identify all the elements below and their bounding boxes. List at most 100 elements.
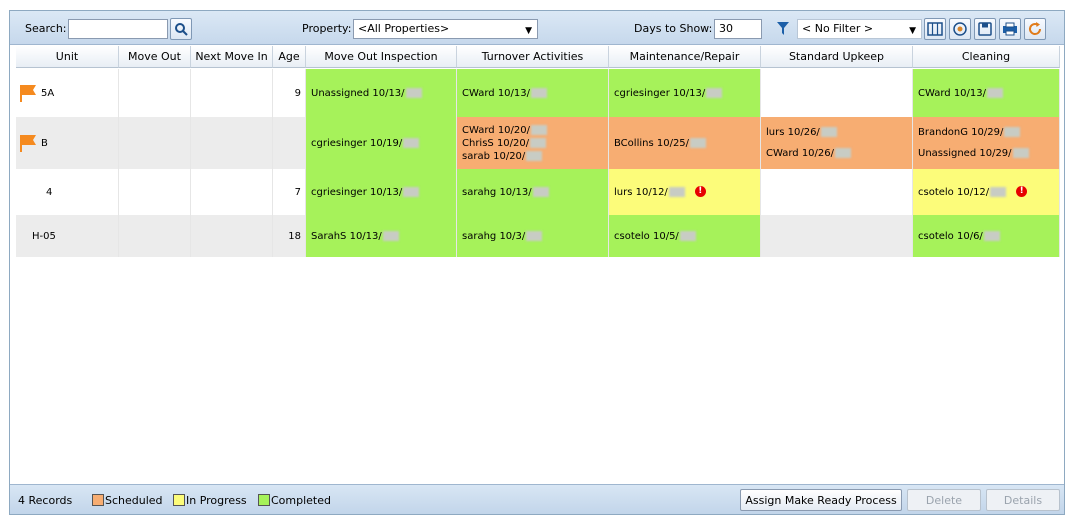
task-cell-inspection[interactable]: SarahS 10/13/ <box>306 215 457 257</box>
days-input[interactable]: 30 <box>714 19 762 39</box>
task-cell-upkeep[interactable] <box>761 169 913 215</box>
print-icon <box>1003 22 1017 36</box>
cell-unit[interactable]: 5A <box>16 69 119 117</box>
task-cell-turnover[interactable]: sarahg 10/3/ <box>457 215 609 257</box>
cell-move-out[interactable] <box>119 215 191 257</box>
details-button[interactable]: Details <box>986 489 1060 511</box>
age-value: 7 <box>294 186 301 198</box>
task-cell-maintenance[interactable]: cgriesinger 10/13/ <box>609 69 761 117</box>
filter-button[interactable] <box>772 18 794 40</box>
cell-move-out[interactable] <box>119 69 191 117</box>
settings-button[interactable] <box>949 18 971 40</box>
chevron-down-icon: ▼ <box>909 26 916 36</box>
task-cell-inspection[interactable]: cgriesinger 10/19/ <box>306 117 457 169</box>
task-cell-turnover[interactable]: sarahg 10/13/ <box>457 169 609 215</box>
filter-value: < No Filter > <box>802 22 874 35</box>
cell-age[interactable]: 18 <box>273 215 306 257</box>
save-button[interactable] <box>974 18 996 40</box>
search-icon <box>175 23 188 36</box>
column-header-move-out-inspection[interactable]: Move Out Inspection <box>306 46 457 68</box>
search-label: Search: <box>25 22 67 35</box>
task-cell-cleaning[interactable]: BrandonG 10/29/Unassigned 10/29/ <box>913 117 1060 169</box>
filter-dropdown[interactable]: < No Filter > ▼ <box>797 19 922 39</box>
task-cell-inspection[interactable]: cgriesinger 10/13/ <box>306 169 457 215</box>
redacted-year <box>668 186 685 197</box>
task-assignee-date: SarahS 10/13/ <box>311 230 382 242</box>
cell-move-out[interactable] <box>119 169 191 215</box>
columns-button[interactable] <box>924 18 946 40</box>
task-assignee-date: Unassigned 10/29/ <box>918 148 1012 159</box>
redacted-year <box>382 230 399 241</box>
column-header-age[interactable]: Age <box>273 46 306 68</box>
refresh-button[interactable] <box>1024 18 1046 40</box>
task-assignee-date: csotelo 10/5/ <box>614 230 679 242</box>
make-ready-board: Search: Property: <All Properties> ▼ Day… <box>9 10 1065 515</box>
cell-unit[interactable]: 4 <box>16 169 119 215</box>
task-cell-maintenance[interactable]: lurs 10/12/! <box>609 169 761 215</box>
task-cell-inspection[interactable]: Unassigned 10/13/ <box>306 69 457 117</box>
redacted-year <box>405 87 422 98</box>
delete-button[interactable]: Delete <box>907 489 981 511</box>
age-value: 9 <box>294 87 301 99</box>
redacted-year <box>679 230 696 241</box>
search-input[interactable] <box>68 19 168 39</box>
cell-unit[interactable]: H-05 <box>16 215 119 257</box>
column-header-cleaning[interactable]: Cleaning <box>913 46 1060 68</box>
cell-move-out[interactable] <box>119 117 191 169</box>
cell-next-move-in[interactable] <box>191 215 273 257</box>
legend-label-scheduled: Scheduled <box>105 494 163 507</box>
task-assignee-date: ChrisS 10/20/ <box>462 137 530 149</box>
task-assignee-date: CWard 10/13/ <box>462 87 531 99</box>
cell-age[interactable] <box>273 117 306 169</box>
alert-icon: ! <box>694 186 706 197</box>
task-cell-maintenance[interactable]: BCollins 10/25/ <box>609 117 761 169</box>
task-assignee-date: cgriesinger 10/19/ <box>311 137 403 149</box>
task-cell-upkeep[interactable]: lurs 10/26/CWard 10/26/ <box>761 117 913 169</box>
column-header-move-out[interactable]: Move Out <box>119 46 191 68</box>
task-assignee-date: lurs 10/12/ <box>614 186 668 198</box>
search-button[interactable] <box>170 18 192 40</box>
redacted-year <box>987 87 1004 98</box>
column-header-maintenance-repair[interactable]: Maintenance/Repair <box>609 46 761 68</box>
property-dropdown[interactable]: <All Properties> ▼ <box>353 19 538 39</box>
task-cell-turnover[interactable]: CWard 10/20/ChrisS 10/20/sarab 10/20/ <box>457 117 609 169</box>
cell-unit[interactable]: B <box>16 117 119 169</box>
flag-icon <box>20 85 36 102</box>
table-row[interactable]: H-05 18 SarahS 10/13/sarahg 10/3/csotelo 1… <box>16 215 1060 257</box>
redacted-year <box>820 127 837 137</box>
task-assignee-date: sarahg 10/13/ <box>462 186 532 198</box>
task-cell-turnover[interactable]: CWard 10/13/ <box>457 69 609 117</box>
redacted-year <box>690 137 707 148</box>
save-icon <box>978 22 992 36</box>
table-row[interactable]: 4 7 cgriesinger 10/13/sarahg 10/13/lurs 10… <box>16 169 1060 215</box>
cell-age[interactable]: 7 <box>273 169 306 215</box>
task-cell-maintenance[interactable]: csotelo 10/5/ <box>609 215 761 257</box>
cell-next-move-in[interactable] <box>191 69 273 117</box>
redacted-year <box>532 186 549 197</box>
cell-age[interactable]: 9 <box>273 69 306 117</box>
column-header-turnover-activities[interactable]: Turnover Activities <box>457 46 609 68</box>
task-cell-cleaning[interactable]: CWard 10/13/ <box>913 69 1060 117</box>
column-header-unit[interactable]: Unit <box>16 46 119 68</box>
task-cell-cleaning[interactable]: csotelo 10/6/ <box>913 215 1060 257</box>
table-row[interactable]: 5A 9 Unassigned 10/13/CWard 10/13/cgriesin… <box>16 69 1060 117</box>
assign-make-ready-button[interactable]: Assign Make Ready Process <box>740 489 902 511</box>
legend-swatch-completed <box>258 494 270 506</box>
task-cell-upkeep[interactable] <box>761 215 913 257</box>
task-assignee-date: CWard 10/26/ <box>766 148 835 159</box>
cell-next-move-in[interactable] <box>191 169 273 215</box>
task-cell-cleaning[interactable]: csotelo 10/12/! <box>913 169 1060 215</box>
redacted-year <box>403 137 420 148</box>
alert-icon: ! <box>1016 186 1028 197</box>
legend-label-in-progress: In Progress <box>186 494 247 507</box>
task-cell-upkeep[interactable] <box>761 69 913 117</box>
redacted-year <box>835 148 852 158</box>
column-header-next-move-in[interactable]: Next Move In <box>191 46 273 68</box>
column-header-standard-upkeep[interactable]: Standard Upkeep <box>761 46 913 68</box>
task-assignee-date: BrandonG 10/29/ <box>918 127 1004 138</box>
property-value: <All Properties> <box>358 22 450 35</box>
cell-next-move-in[interactable] <box>191 117 273 169</box>
print-button[interactable] <box>999 18 1021 40</box>
redacted-year <box>530 137 547 148</box>
